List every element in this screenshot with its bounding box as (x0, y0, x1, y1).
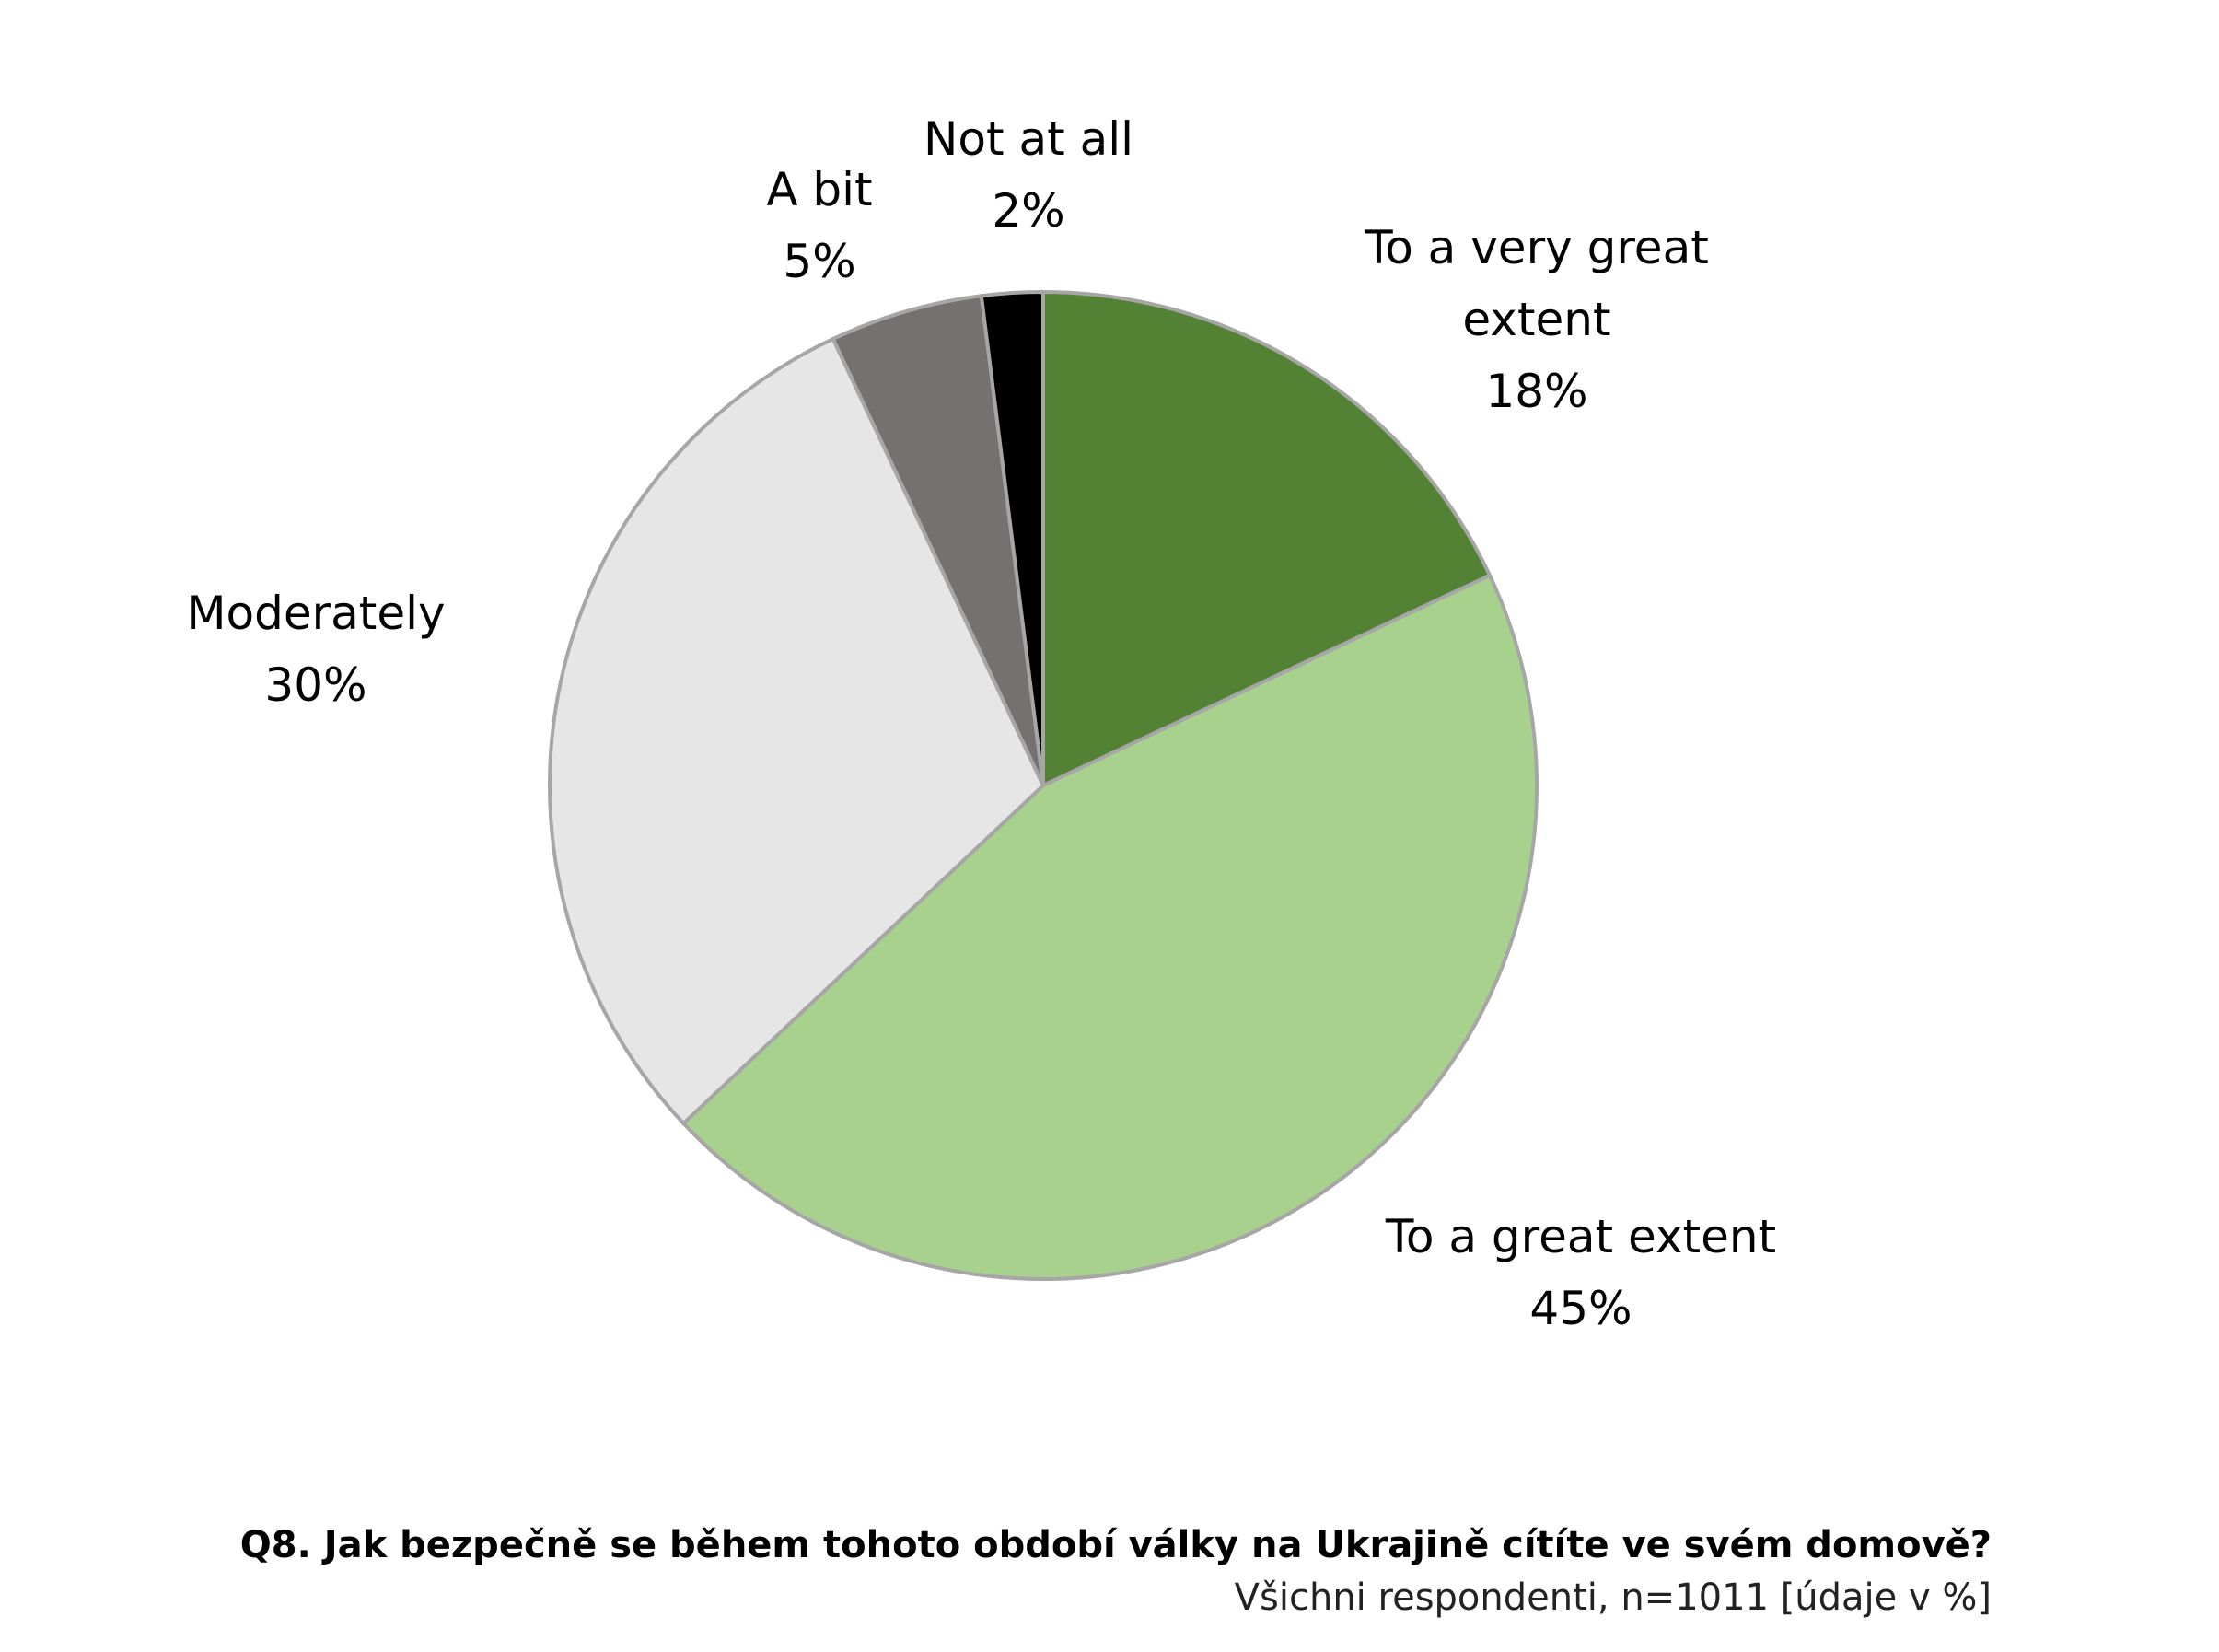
pie-slice (680, 573, 1539, 1282)
value-label: 45% (1529, 1282, 1632, 1335)
pie-slice (548, 336, 1046, 1126)
slice-label: A bit 5% (681, 154, 958, 297)
pie-slice (979, 289, 1045, 786)
chart-subtitle: Všichni respondenti, n=1011 [údaje v %] (1234, 1576, 1992, 1619)
category-label: To a great extent (1385, 1210, 1777, 1263)
slice-label: Not at all 2% (890, 103, 1167, 247)
value-label: 30% (264, 658, 367, 712)
slice-label: Moderately 30% (86, 577, 546, 721)
slice-label: To a very great extent 18% (1343, 212, 1730, 427)
value-label: 2% (992, 184, 1065, 238)
category-label: To a very great extent (1365, 221, 1709, 346)
category-label: Not at all (923, 112, 1134, 166)
pie-slice (831, 293, 1045, 786)
category-label: A bit (766, 163, 873, 216)
value-label: 5% (783, 235, 856, 288)
category-label: Moderately (186, 587, 446, 640)
value-label: 18% (1485, 365, 1588, 418)
slice-label: To a great extent 45% (1305, 1201, 1857, 1344)
chart-title: Q8. Jak bezpečně se během tohoto období … (239, 1524, 1992, 1566)
pie-slice (1041, 289, 1493, 789)
